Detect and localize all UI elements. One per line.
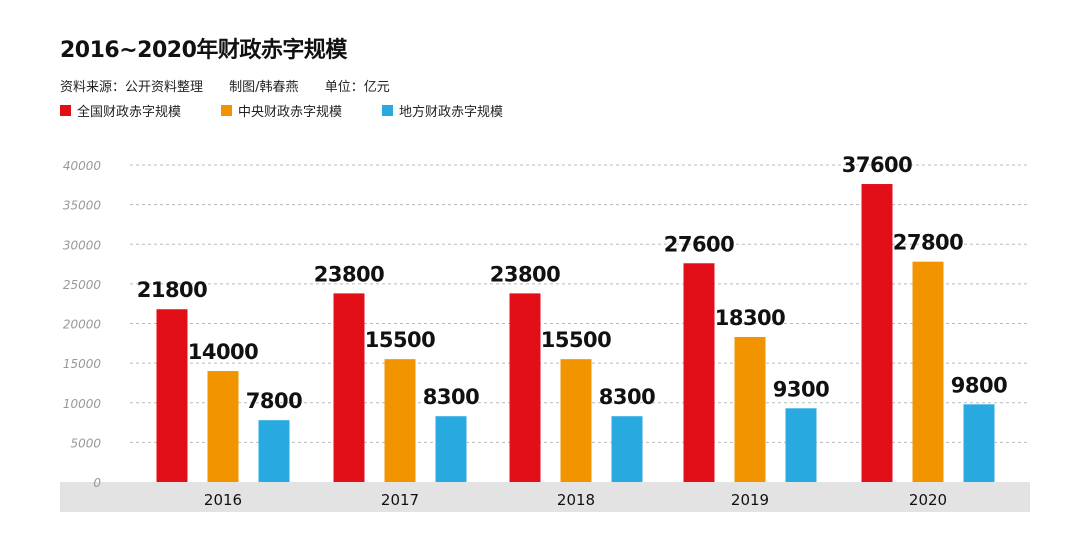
bar — [509, 293, 541, 482]
bar — [156, 309, 188, 482]
data-label: 21800 — [137, 278, 208, 302]
data-label: 8300 — [599, 385, 655, 409]
bar — [734, 336, 766, 482]
data-label: 8300 — [423, 385, 479, 409]
data-label: 15500 — [541, 328, 612, 352]
data-label: 15500 — [365, 328, 436, 352]
data-label: 7800 — [246, 389, 302, 413]
chart-title: 2016~2020年财政赤字规模 — [60, 38, 347, 63]
data-label: 23800 — [314, 262, 385, 286]
unit-text: 单位：亿元 — [324, 80, 390, 95]
bar — [785, 408, 817, 482]
legend-label-central: 中央财政赤字规模 — [238, 105, 343, 120]
x-category-label: 2018 — [557, 491, 595, 509]
y-tick-label: 35000 — [63, 199, 102, 213]
y-tick-label: 40000 — [63, 159, 102, 173]
y-tick-label: 10000 — [63, 397, 102, 411]
data-label: 27600 — [664, 232, 735, 256]
x-category-label: 2020 — [909, 491, 947, 509]
y-tick-label: 20000 — [63, 318, 102, 332]
legend-label-local: 地方财政赤字规模 — [399, 105, 504, 120]
legend: 全国财政赤字规模 中央财政赤字规模 地方财政赤字规模 — [60, 101, 543, 120]
data-label: 23800 — [490, 262, 561, 286]
legend-item-local: 地方财政赤字规模 — [382, 101, 503, 120]
bar — [333, 293, 365, 482]
data-label: 9800 — [951, 373, 1007, 397]
y-tick-label: 15000 — [63, 357, 102, 371]
source-line: 资料来源：公开资料整理 制图/韩春燕 单位：亿元 — [60, 76, 412, 95]
legend-swatch-central — [221, 105, 233, 116]
y-tick-label: 30000 — [63, 238, 102, 252]
bar — [683, 263, 715, 482]
bar — [258, 420, 290, 482]
y-tick-label: 5000 — [70, 436, 101, 450]
data-label: 14000 — [188, 340, 259, 364]
bar — [435, 416, 467, 482]
bar — [560, 359, 592, 482]
bar — [611, 416, 643, 482]
bar — [912, 261, 944, 482]
data-label: 27800 — [893, 231, 964, 255]
legend-item-national: 全国财政赤字规模 — [60, 101, 181, 120]
source-text: 资料来源：公开资料整理 — [60, 80, 204, 95]
data-label: 9300 — [773, 377, 829, 401]
data-label: 37600 — [842, 153, 913, 177]
bar — [861, 184, 893, 482]
data-label: 18300 — [715, 306, 786, 330]
bar — [207, 371, 239, 482]
author-text: 制图/韩春燕 — [229, 80, 299, 95]
bar — [963, 404, 995, 482]
y-tick-label: 0 — [93, 476, 101, 490]
y-tick-label: 25000 — [63, 278, 102, 292]
x-category-label: 2016 — [204, 491, 242, 509]
legend-swatch-local — [382, 105, 394, 116]
x-category-label: 2017 — [381, 491, 419, 509]
bar — [384, 359, 416, 482]
legend-item-central: 中央财政赤字规模 — [221, 101, 342, 120]
x-category-label: 2019 — [731, 491, 769, 509]
x-axis-band — [60, 482, 1030, 512]
legend-label-national: 全国财政赤字规模 — [77, 105, 182, 120]
legend-swatch-national — [60, 105, 71, 116]
